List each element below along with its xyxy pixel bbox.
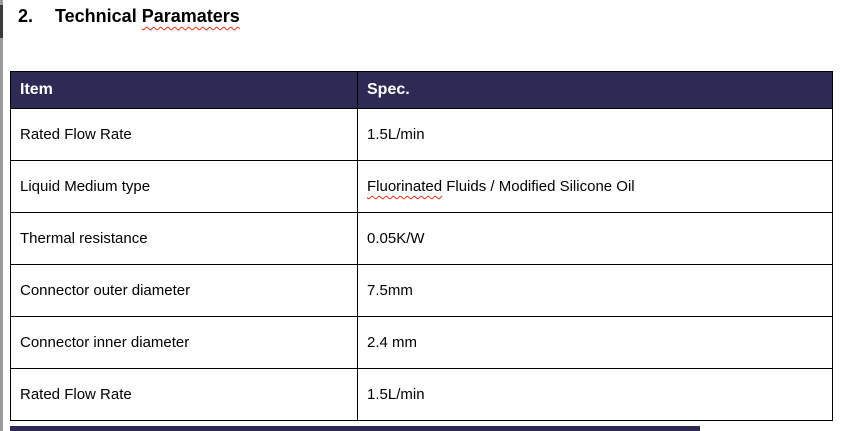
spec-cell[interactable]: 1.5L/min bbox=[357, 368, 833, 421]
spec-cell[interactable]: 7.5mm bbox=[357, 264, 833, 317]
window-left-edge bbox=[0, 0, 3, 431]
column-header-item[interactable]: Item bbox=[10, 71, 358, 109]
heading-misspelled-word: Paramaters bbox=[141, 6, 240, 26]
spec-rest: Fluids / Modified Silicone Oil bbox=[442, 178, 635, 195]
table-row: Liquid Medium type Fluorinated Fluids / … bbox=[10, 160, 833, 213]
item-cell[interactable]: Thermal resistance bbox=[10, 212, 358, 265]
heading-number: 2. bbox=[18, 6, 34, 26]
item-cell[interactable]: Rated Flow Rate bbox=[10, 108, 358, 161]
column-header-spec[interactable]: Spec. bbox=[357, 71, 833, 109]
item-cell[interactable]: Liquid Medium type bbox=[10, 160, 358, 213]
heading-title: Technical bbox=[55, 6, 142, 26]
table-row: Rated Flow Rate 1.5L/min bbox=[10, 108, 833, 161]
table-row: Connector outer diameter 7.5mm bbox=[10, 264, 833, 317]
spec-misspelled-word: Fluorinated bbox=[367, 178, 443, 195]
spec-cell[interactable]: 0.05K/W bbox=[357, 212, 833, 265]
spec-cell[interactable]: Fluorinated Fluids / Modified Silicone O… bbox=[357, 160, 833, 213]
next-table-header-partial bbox=[10, 426, 700, 431]
table-row: Connector inner diameter 2.4 mm bbox=[10, 316, 833, 369]
item-cell[interactable]: Rated Flow Rate bbox=[10, 368, 358, 421]
spec-table: Item Spec. Rated Flow Rate 1.5L/min Liqu… bbox=[10, 71, 833, 421]
window-left-edge-dark-segment bbox=[0, 5, 3, 38]
table-row: Thermal resistance 0.05K/W bbox=[10, 212, 833, 265]
table-row: Rated Flow Rate 1.5L/min bbox=[10, 368, 833, 421]
item-cell[interactable]: Connector outer diameter bbox=[10, 264, 358, 317]
spec-cell[interactable]: 2.4 mm bbox=[357, 316, 833, 369]
section-heading[interactable]: 2. Technical Paramaters bbox=[18, 6, 240, 27]
item-cell[interactable]: Connector inner diameter bbox=[10, 316, 358, 369]
spec-cell[interactable]: 1.5L/min bbox=[357, 108, 833, 161]
table-header-row: Item Spec. bbox=[10, 71, 833, 109]
